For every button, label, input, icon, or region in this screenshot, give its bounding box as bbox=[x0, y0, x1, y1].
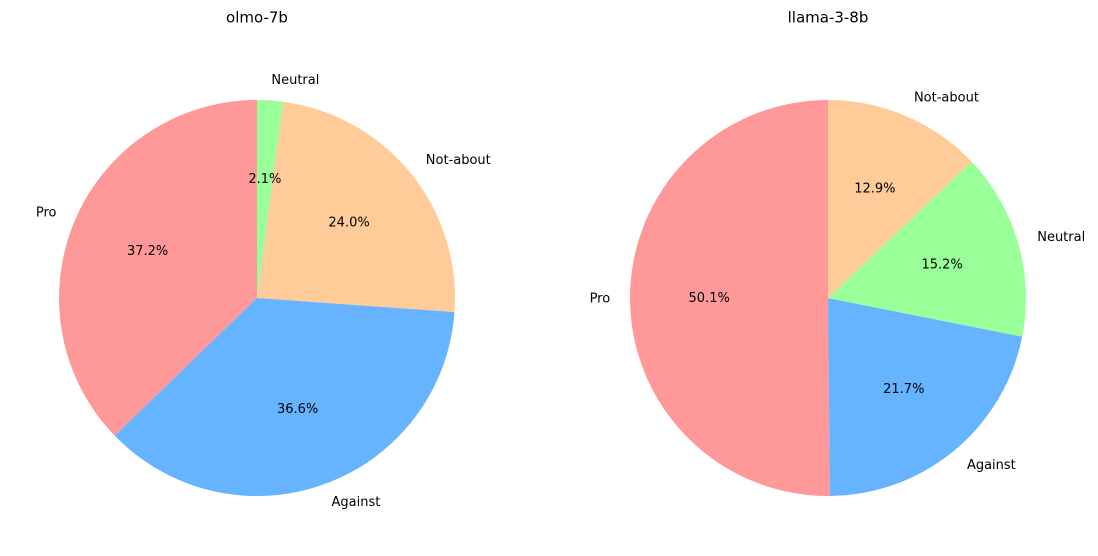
pie-slice bbox=[630, 100, 830, 496]
slice-label: Not-about bbox=[914, 90, 979, 105]
chart-title: llama-3-8b bbox=[788, 9, 869, 27]
pie-slice bbox=[114, 298, 455, 497]
slice-label: Against bbox=[331, 495, 380, 510]
slice-label: Pro bbox=[590, 292, 611, 307]
value-label: 24.0% bbox=[328, 215, 369, 230]
pie-slice bbox=[828, 161, 1026, 337]
pie-slice bbox=[58, 100, 258, 436]
value-label: 12.9% bbox=[854, 181, 895, 196]
pie-slice bbox=[257, 100, 284, 298]
value-label: 36.6% bbox=[277, 402, 318, 417]
value-label: 15.2% bbox=[921, 258, 962, 273]
value-label: 2.1% bbox=[248, 172, 281, 187]
chart-title: olmo-7b bbox=[226, 9, 288, 27]
value-label: 21.7% bbox=[883, 382, 924, 397]
slice-label: Neutral bbox=[1037, 230, 1085, 245]
pie-slice bbox=[828, 298, 1023, 496]
slice-label: Against bbox=[967, 458, 1016, 473]
slice-label: Pro bbox=[36, 205, 57, 220]
pie-slice bbox=[828, 100, 972, 298]
pie-slice bbox=[257, 101, 456, 312]
slice-label: Neutral bbox=[271, 73, 319, 88]
value-label: 37.2% bbox=[127, 244, 168, 259]
slice-label: Not-about bbox=[426, 153, 491, 168]
value-label: 50.1% bbox=[689, 291, 730, 306]
